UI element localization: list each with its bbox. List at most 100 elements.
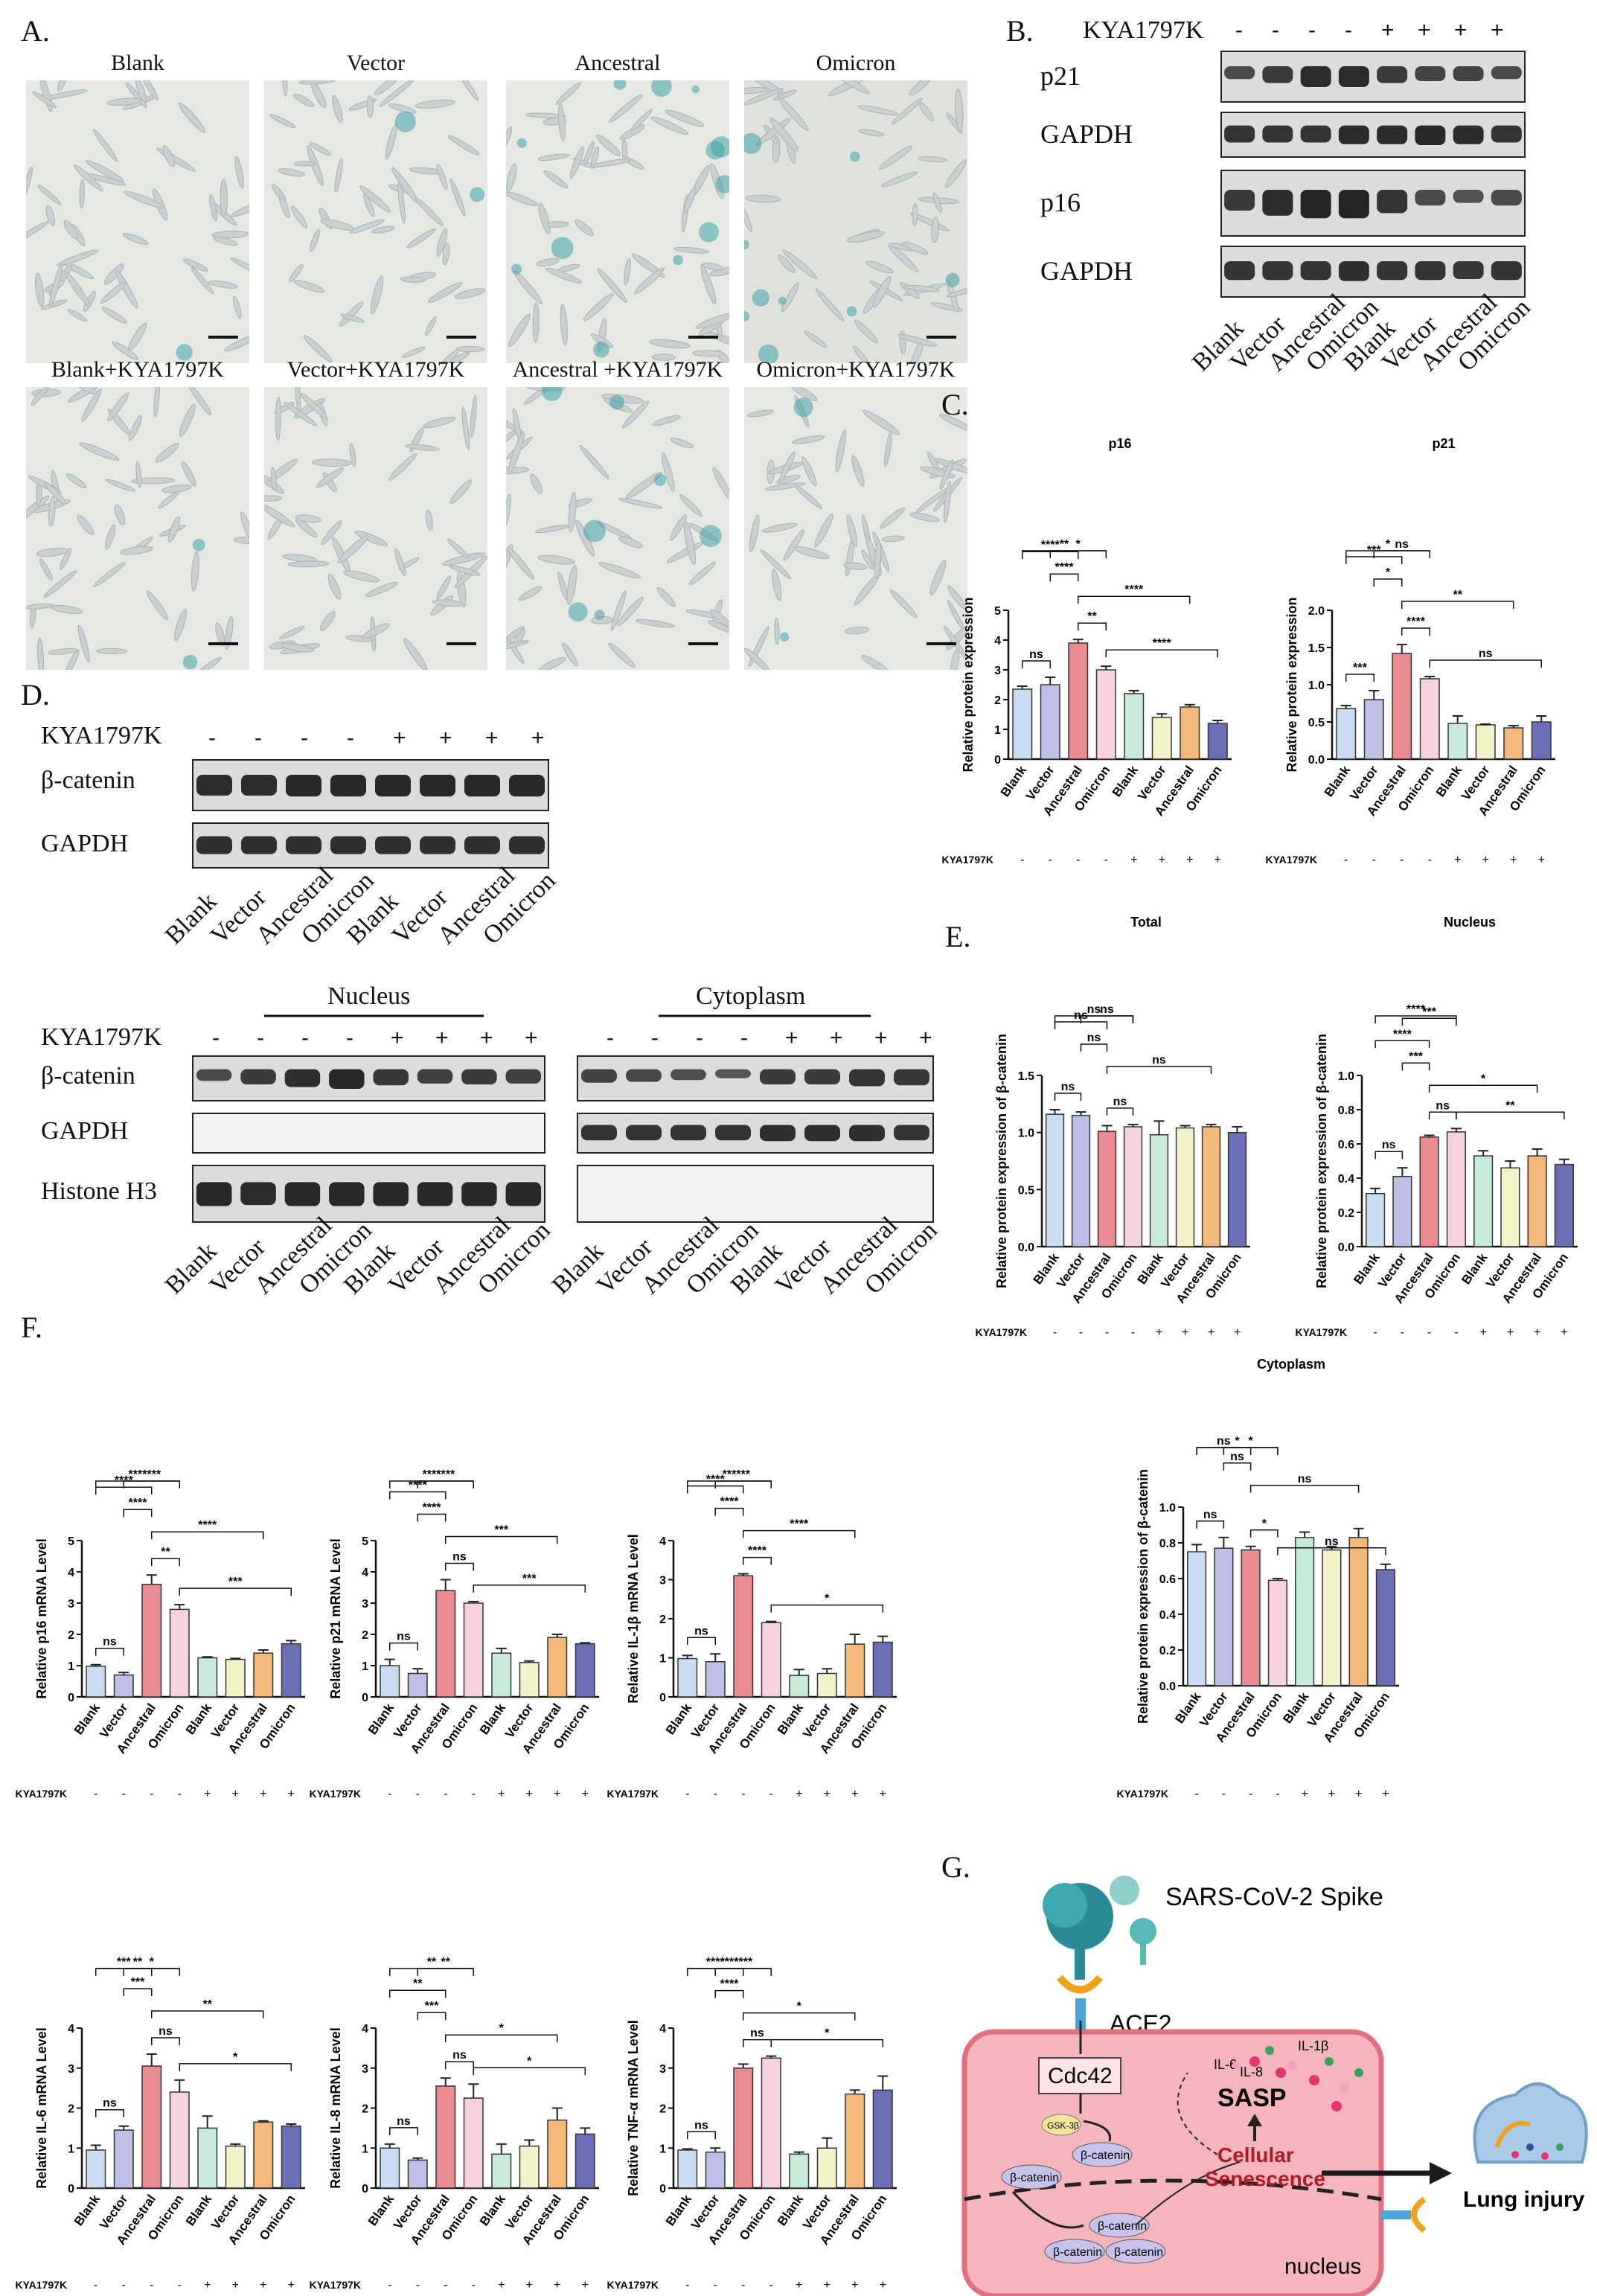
bar (1124, 693, 1145, 760)
panel-e-label: E. (945, 920, 971, 953)
sig-label: ns (1436, 1099, 1450, 1112)
kya-sign: - (741, 1788, 745, 1800)
sig-label: ns (452, 1551, 467, 1564)
sig-label: ns (103, 1636, 117, 1649)
cell-mark (525, 112, 566, 119)
cytoplasm-blot (577, 1055, 934, 1101)
sig-label: * (1249, 1435, 1254, 1448)
stain-mark (744, 240, 749, 250)
sig-label: * (1076, 538, 1081, 551)
blot-band (1491, 125, 1522, 143)
sig-label: * (1386, 566, 1391, 579)
cell-mark (146, 590, 169, 621)
cell-mark (884, 430, 892, 467)
cell-mark (114, 504, 126, 525)
blot-band (1262, 261, 1293, 281)
chart-title: Nucleus (1444, 915, 1496, 930)
y-tick-label: 0 (362, 2183, 368, 2196)
blot-band (1224, 66, 1255, 80)
blot-band (715, 1125, 751, 1141)
cell-mark (764, 482, 806, 491)
bar (113, 1674, 134, 1698)
kya-sign: + (1479, 1326, 1486, 1336)
sig-bracket (1401, 601, 1514, 609)
sig-label: **** (423, 1502, 442, 1515)
kya-sign: - (472, 1788, 476, 1800)
sig-bracket (687, 1485, 744, 1494)
sig-label: **** (1055, 561, 1075, 574)
cell-mark (208, 280, 238, 289)
micrograph-image (26, 387, 249, 670)
sig-bracket (714, 1989, 744, 1998)
kya-sign: + (554, 1788, 560, 1800)
blot-band (461, 1069, 497, 1085)
y-tick-label: 0.8 (1159, 1538, 1176, 1550)
cell-mark (26, 603, 54, 610)
kya-sign: + (260, 1788, 266, 1800)
gsk3b-label: GSK-3β (1047, 2120, 1079, 2131)
cell-mark (436, 575, 452, 600)
cell-mark (939, 413, 967, 432)
cell-mark (801, 456, 817, 487)
sig-label: *** (425, 2000, 439, 2012)
kya-row-label: KYA1797K (15, 1788, 67, 1800)
panel-b-treatment-label: KYA1797K (1083, 16, 1204, 44)
cell-mark (439, 349, 460, 363)
cell-mark (889, 589, 918, 618)
stain-mark (613, 80, 627, 90)
y-tick-label: 1.5 (1308, 642, 1325, 655)
cdc42-label: Cdc42 (1048, 2064, 1113, 2088)
sig-label: ns (103, 2097, 117, 2110)
cell-mark (125, 82, 147, 109)
cell-mark (618, 498, 663, 509)
cell-mark (371, 226, 395, 234)
cell-mark (506, 127, 513, 150)
blot-band (375, 775, 411, 797)
cell-mark (370, 275, 384, 315)
cell-mark (40, 299, 68, 310)
kya-sign: - (1194, 1788, 1198, 1800)
cell-mark (93, 129, 118, 162)
sig-bracket (1401, 1062, 1430, 1071)
y-axis-label: Relative IL-1β mRNA Level (626, 1534, 641, 1703)
y-tick-label: 5 (68, 1535, 74, 1548)
cell-mark (746, 409, 774, 418)
cell-mark (455, 345, 485, 353)
cell-mark (432, 599, 464, 607)
bar (1475, 724, 1496, 760)
blot-band (240, 1182, 276, 1206)
kya-sign: - (1344, 854, 1348, 866)
y-tick-label: 1 (362, 2143, 368, 2155)
sig-label: ns (1087, 1003, 1101, 1016)
cell-mark (865, 260, 894, 274)
kya-sign: + (880, 1788, 886, 1800)
cell-mark (683, 520, 697, 566)
sig-label: ns (1061, 1081, 1075, 1093)
band-label: Histone H3 (41, 1177, 157, 1205)
treatment-sign: - (255, 726, 262, 750)
cell-mark (270, 467, 277, 492)
bar (1503, 727, 1524, 760)
bar (733, 1575, 754, 1698)
sig-bracket (1080, 1015, 1134, 1023)
micrograph-image (264, 387, 487, 670)
sig-label: **** (142, 1468, 161, 1481)
sig-label: **** (129, 1468, 148, 1481)
sig-bracket (389, 2127, 418, 2135)
treatment-sign: + (435, 1026, 449, 1050)
cell-mark (278, 168, 305, 177)
cell-mark (575, 219, 594, 237)
kya-sign: + (1507, 1326, 1514, 1336)
y-tick-label: 0.6 (1159, 1573, 1176, 1586)
micrograph-background (26, 387, 249, 670)
sig-label: ns (1087, 1032, 1101, 1044)
cell-mark (135, 461, 142, 488)
blot-band (760, 1125, 796, 1142)
cell-mark (436, 228, 448, 257)
cell-mark (48, 263, 63, 307)
kya-sign: + (824, 2279, 830, 2292)
kya-sign: - (741, 2279, 745, 2292)
blot-band (1338, 261, 1369, 281)
treatment-sign: - (301, 1026, 309, 1050)
